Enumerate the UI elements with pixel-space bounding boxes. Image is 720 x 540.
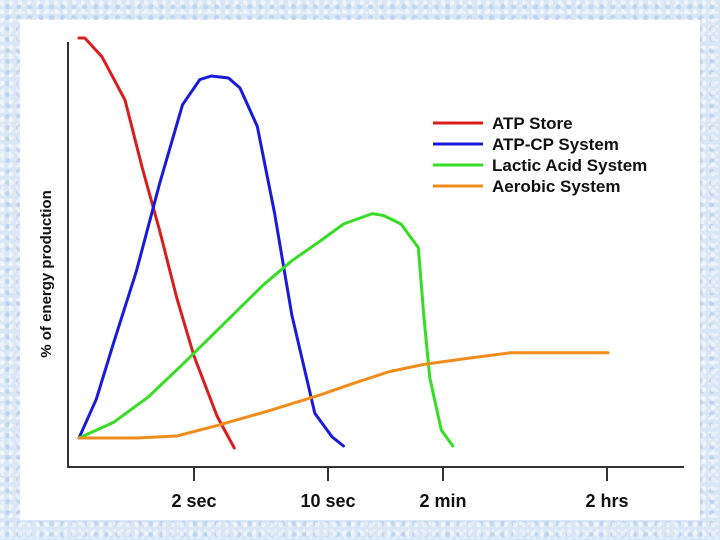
slide-panel: 2 sec 10 sec 2 min 2 hrs % of energy produc… [20,20,700,520]
series-line-atp-cp-system [77,74,345,448]
energy-systems-chart: 2 sec 10 sec 2 min 2 hrs % of energy produc… [38,36,684,511]
legend-label: Aerobic System [492,177,621,196]
x-ticks [193,467,608,481]
x-tick-label: 2 hrs [585,491,628,511]
legend: ATP Store ATP-CP System Lactic Acid System… [433,114,647,196]
legend-label: ATP Store [492,114,573,133]
series-line-atp-store [77,36,236,450]
series-lines [77,36,610,450]
legend-label: Lactic Acid System [492,156,647,175]
x-tick-label: 10 sec [300,491,355,511]
y-axis-label: % of energy production [38,190,55,358]
x-tick-label: 2 sec [171,491,216,511]
series-line-lactic-acid-system [77,212,455,448]
series-line-aerobic-system [77,351,610,440]
x-tick-labels: 2 sec 10 sec 2 min 2 hrs [171,491,628,511]
legend-label: ATP-CP System [492,135,619,154]
x-tick-label: 2 min [419,491,466,511]
